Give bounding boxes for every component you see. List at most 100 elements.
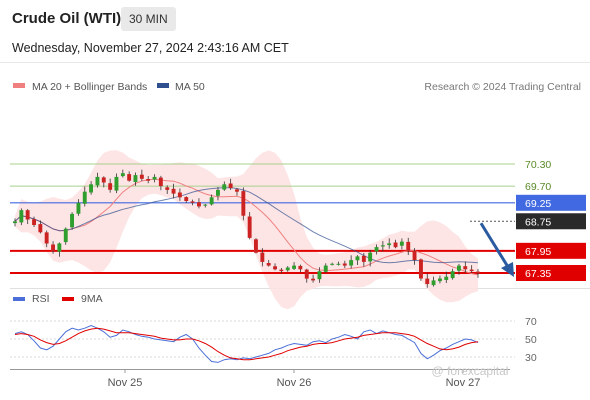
rsi-swatch [13,297,25,301]
candle-body [304,269,309,279]
current-price-box [516,213,586,230]
rsi-legend-label: RSI [32,293,50,305]
candle-body [190,201,195,203]
candle-body [260,252,265,262]
chart-header: Crude Oil (WTI) 30 MIN [0,0,590,36]
candle-body [444,276,449,280]
candle-body [235,189,239,192]
time-tick-label: Nov 27 [446,377,481,389]
candle-body [127,174,132,181]
candle-body [336,263,341,265]
resistance-label: 70.30 [525,159,551,171]
instrument-title: Crude Oil (WTI) [12,10,122,27]
rsi-ma-line [14,327,479,361]
candle-body [279,269,284,272]
rsi-grid: 70 50 30 [10,316,537,364]
candle-body [469,269,474,272]
candle-body [438,278,442,282]
candle-body [355,256,360,261]
rsi-tick-label: 30 [525,352,537,364]
pivot-label: 69.25 [525,198,551,210]
candle-body [450,271,455,279]
rsi-tick-label: 70 [525,316,537,328]
rsi-ma-legend-label: 9MA [81,293,103,305]
candle-body [285,267,290,271]
candle-body [63,228,68,243]
candle-body [133,175,138,182]
moving-averages [14,178,479,276]
candle-body [32,219,36,225]
candle-body [114,176,119,191]
candle-body [247,216,252,238]
candle-body [368,252,373,262]
candle-body [108,183,113,190]
candle-body [70,213,74,228]
time-tick-label: Nov 26 [277,377,312,389]
candle-body [323,265,328,272]
support-label: 67.35 [525,268,551,280]
forecast-arrow-head [501,262,514,277]
level-labels: 70.30 69.70 69.25 68.75 67.95 67.35 [516,159,586,281]
candle-body [292,265,296,269]
time-ticks: Nov 25 Nov 26 Nov 27 [108,369,481,389]
candle-body [203,204,208,206]
candle-body [184,197,189,201]
candle-body [266,263,271,266]
candle-body [393,242,398,248]
candle-body [476,271,480,273]
candle-body [311,278,315,281]
pivot-label-box [516,194,586,211]
candle-body [158,177,163,187]
candle-body [38,224,43,233]
candle-body [387,243,392,246]
rsi-legend: RSI 9MA [13,293,103,305]
rsi-tick-label: 50 [525,334,537,346]
candle-body [51,244,55,251]
candle-body [463,266,468,270]
candle-body [361,255,366,262]
candlesticks [13,169,480,288]
ma50-line [14,187,479,264]
time-tick-label: Nov 25 [108,377,143,389]
candle-body [254,239,258,253]
candle-body [273,266,277,270]
candle-body [399,241,404,246]
timeframe-badge[interactable]: 30 MIN [121,7,176,31]
candle-body [406,241,411,251]
research-credit: Research © 2024 Trading Central [424,81,581,93]
candle-body [412,250,417,260]
candle-body [222,184,227,190]
ma50-legend-label: MA 50 [175,81,205,93]
bollinger-area [15,150,478,310]
rsi-line [14,324,479,363]
candle-body [241,191,246,216]
candle-body [330,263,335,265]
candle-body [342,263,347,266]
candle-body [209,197,214,205]
chart-datetime: Wednesday, November 27, 2024 2:43:16 AM … [12,41,289,55]
candle-body [95,176,100,186]
candle-body [152,176,157,180]
bollinger-bands [15,150,478,310]
candle-body [146,179,151,181]
ma20-line [14,178,479,276]
ma20-legend-label: MA 20 + Bollinger Bands [32,81,147,93]
candle-body [139,174,144,179]
ma20-swatch [13,83,25,88]
candle-body [177,192,182,198]
candle-body [82,191,87,204]
main-legend: MA 20 + Bollinger Bands MA 50 Research ©… [13,81,581,93]
candle-body [13,221,17,224]
candle-body [25,210,30,220]
candle-body [349,260,354,266]
candle-body [57,243,62,252]
support-label: 67.95 [525,246,551,258]
forecast-arrow [479,222,514,277]
candle-body [228,183,233,189]
forecast-arrow-shaft [479,222,510,268]
rsi-lines [14,324,479,363]
candle-body [431,280,436,286]
candle-body [76,202,81,214]
candle-body [380,245,385,247]
